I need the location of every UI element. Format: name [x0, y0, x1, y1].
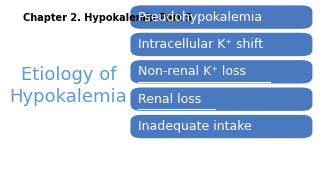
FancyBboxPatch shape	[131, 87, 312, 111]
Text: Non-renal K⁺ loss: Non-renal K⁺ loss	[138, 65, 246, 78]
FancyBboxPatch shape	[131, 115, 312, 138]
Text: Chapter 2. Hypokalemia Part 5.: Chapter 2. Hypokalemia Part 5.	[23, 13, 196, 23]
Text: Intracellular K⁺ shift: Intracellular K⁺ shift	[138, 38, 263, 51]
FancyBboxPatch shape	[131, 33, 312, 56]
FancyBboxPatch shape	[131, 60, 312, 84]
Text: Pseudohypokalemia: Pseudohypokalemia	[138, 11, 263, 24]
FancyBboxPatch shape	[131, 5, 312, 29]
Text: Inadequate intake: Inadequate intake	[138, 120, 252, 133]
Text: Renal loss: Renal loss	[138, 93, 201, 106]
Text: Etiology of
Hypokalemia: Etiology of Hypokalemia	[9, 66, 127, 107]
